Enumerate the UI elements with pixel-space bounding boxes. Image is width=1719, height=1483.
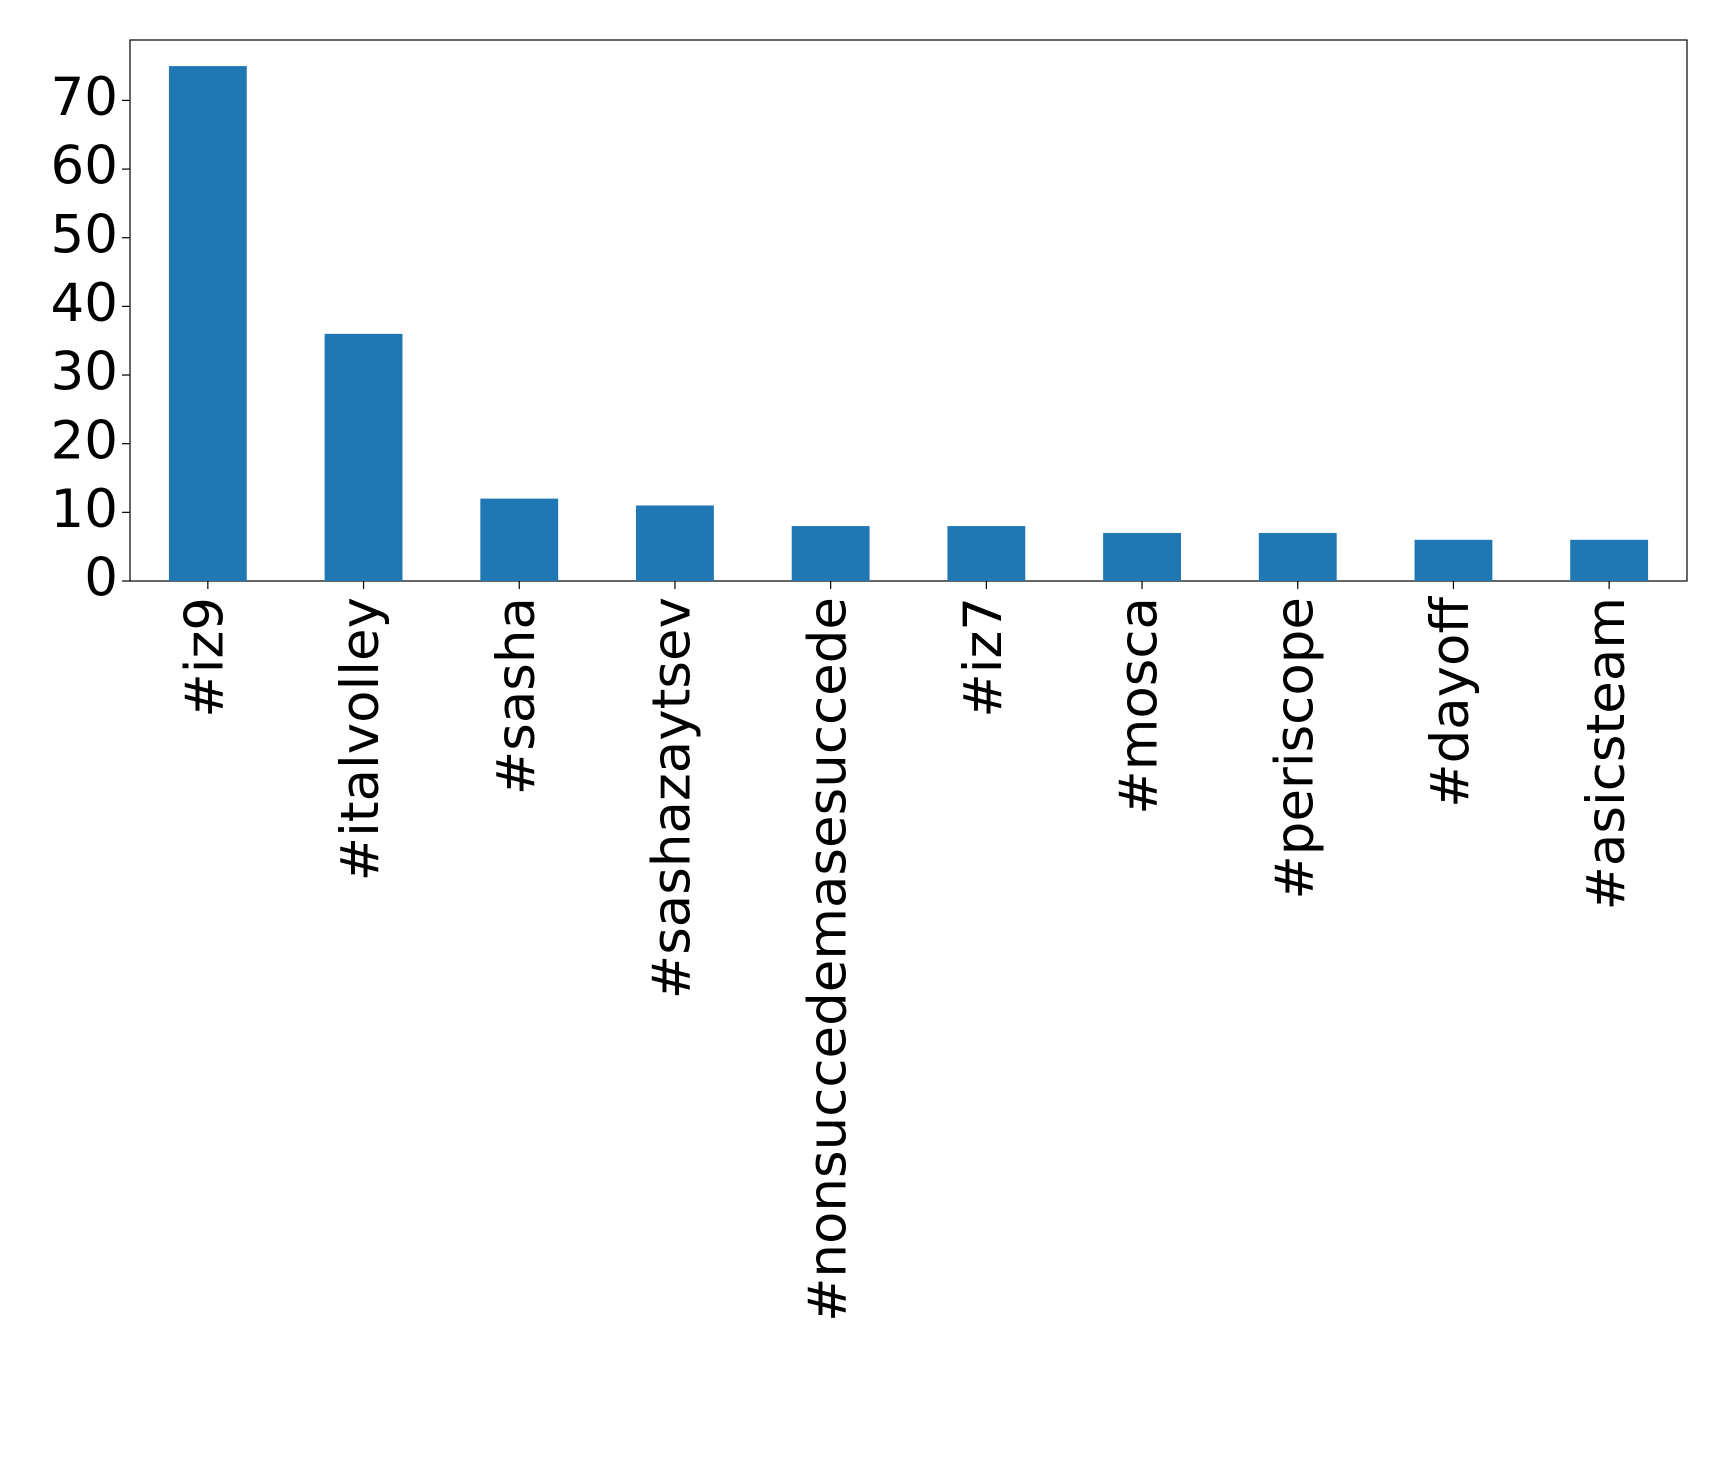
x-tick-label: #dayoff	[1420, 596, 1481, 808]
y-tick-label: 30	[51, 342, 118, 403]
bar	[1103, 532, 1181, 581]
bar	[1414, 539, 1493, 581]
x-tick-label: #iz9	[174, 597, 235, 718]
y-tick-label: 70	[51, 67, 118, 128]
bar	[1258, 532, 1337, 581]
x-tick-label: #nonsuccedemasesuccede	[797, 597, 858, 1322]
x-tick-label: #asicsteam	[1576, 597, 1637, 910]
bar	[947, 526, 1026, 581]
x-tick-label: #sashazaytsev	[642, 597, 703, 999]
x-tick-label: #italvolley	[330, 597, 391, 881]
x-tick-label: #periscope	[1264, 597, 1325, 900]
x-tick-label: #sasha	[486, 597, 547, 795]
bar	[480, 498, 559, 581]
x-tick-label: #iz7	[953, 597, 1014, 718]
bar	[1570, 539, 1649, 581]
x-tick-label: #mosca	[1109, 597, 1170, 815]
y-tick-label: 0	[84, 548, 118, 609]
bar	[636, 505, 714, 581]
y-tick-label: 60	[51, 136, 118, 197]
y-tick-label: 50	[51, 204, 118, 265]
y-tick-label: 20	[51, 410, 118, 471]
bar	[791, 526, 870, 581]
bar	[168, 66, 247, 582]
y-tick-label: 40	[51, 273, 118, 334]
bar	[324, 333, 403, 581]
y-tick-label: 10	[51, 479, 118, 540]
plot-frame	[129, 39, 1688, 582]
